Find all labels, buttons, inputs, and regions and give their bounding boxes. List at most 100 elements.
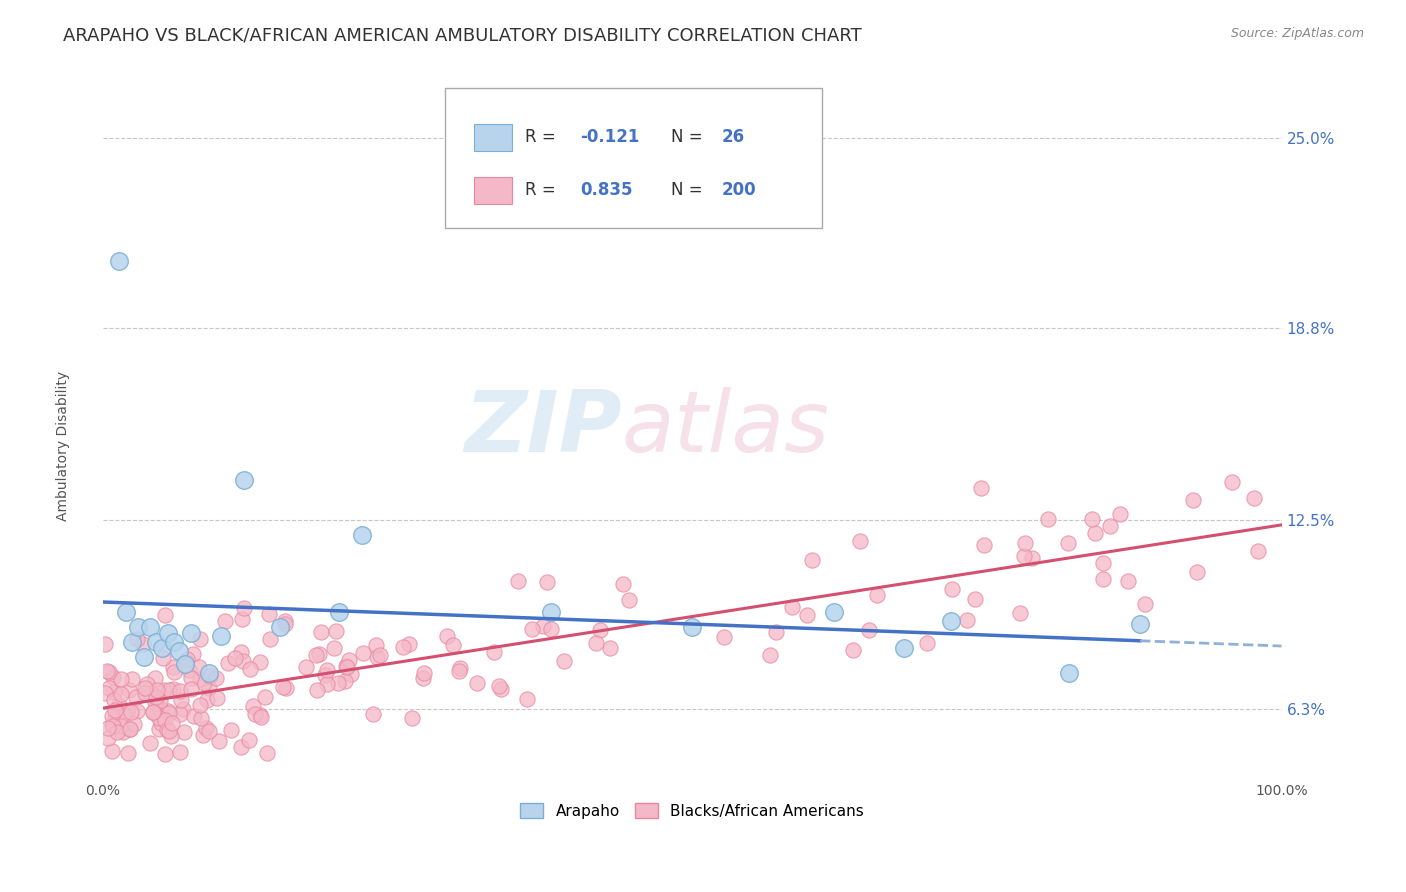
Point bbox=[231, 612, 253, 626]
Point bbox=[353, 646, 375, 660]
Point bbox=[823, 605, 845, 619]
Point bbox=[271, 680, 294, 694]
Point bbox=[1116, 574, 1139, 588]
Point bbox=[180, 672, 202, 686]
Point bbox=[257, 607, 280, 621]
Point bbox=[125, 704, 148, 718]
Point bbox=[98, 665, 121, 680]
Point bbox=[489, 682, 512, 697]
Text: -0.121: -0.121 bbox=[581, 128, 640, 146]
Point bbox=[1081, 512, 1104, 526]
Point bbox=[1108, 508, 1130, 522]
Point bbox=[110, 719, 132, 733]
Point bbox=[1135, 597, 1157, 611]
Point bbox=[139, 620, 162, 634]
Text: 200: 200 bbox=[721, 181, 756, 199]
Point bbox=[245, 706, 267, 721]
Point bbox=[115, 605, 138, 619]
Point bbox=[858, 624, 880, 638]
Point bbox=[104, 711, 127, 725]
Point bbox=[540, 605, 562, 619]
Point bbox=[335, 659, 357, 673]
Point bbox=[153, 683, 176, 698]
Point bbox=[488, 679, 510, 693]
Point bbox=[305, 683, 328, 698]
Point bbox=[134, 686, 156, 700]
Point bbox=[398, 637, 420, 651]
Point bbox=[588, 623, 610, 637]
Point bbox=[1014, 536, 1036, 550]
Point bbox=[157, 706, 180, 720]
Point bbox=[238, 733, 260, 747]
Point bbox=[1098, 519, 1121, 533]
Point bbox=[188, 698, 211, 713]
Point bbox=[316, 676, 339, 690]
Point bbox=[229, 739, 252, 754]
Point bbox=[180, 682, 202, 697]
Point bbox=[1084, 526, 1107, 541]
Point bbox=[274, 616, 297, 631]
Point bbox=[188, 659, 211, 673]
Point bbox=[143, 695, 166, 709]
Point bbox=[150, 641, 173, 656]
Legend: Arapaho, Blacks/African Americans: Arapaho, Blacks/African Americans bbox=[515, 797, 870, 824]
Point bbox=[364, 638, 387, 652]
Point bbox=[259, 632, 281, 647]
Point bbox=[162, 635, 184, 649]
Point bbox=[273, 615, 295, 629]
Point bbox=[1243, 491, 1265, 506]
Point bbox=[366, 650, 388, 665]
Point bbox=[112, 708, 135, 723]
Point bbox=[142, 705, 165, 719]
Point bbox=[156, 723, 179, 737]
Point bbox=[305, 648, 328, 663]
Point bbox=[117, 746, 139, 760]
Point bbox=[97, 721, 120, 735]
Point bbox=[316, 663, 339, 677]
Point bbox=[217, 657, 239, 671]
Point bbox=[361, 706, 384, 721]
Point bbox=[121, 635, 143, 649]
Point bbox=[118, 683, 141, 698]
Text: R =: R = bbox=[524, 181, 555, 199]
Point bbox=[337, 652, 360, 666]
Point bbox=[1059, 665, 1081, 680]
Point bbox=[520, 622, 543, 636]
Point bbox=[780, 600, 803, 615]
Text: 0.835: 0.835 bbox=[581, 181, 633, 199]
Point bbox=[322, 640, 344, 655]
Point bbox=[145, 706, 167, 721]
Point bbox=[617, 593, 640, 607]
Point bbox=[209, 629, 232, 643]
Point bbox=[941, 582, 963, 597]
Bar bbox=[474, 178, 512, 204]
Point bbox=[141, 686, 163, 700]
Point bbox=[269, 620, 291, 634]
Point bbox=[169, 684, 191, 698]
Point bbox=[162, 715, 184, 730]
Point bbox=[176, 652, 198, 666]
Point bbox=[970, 481, 993, 495]
Point bbox=[325, 624, 347, 639]
Point bbox=[1014, 549, 1036, 564]
Point bbox=[484, 645, 506, 659]
Text: Ambulatory Disability: Ambulatory Disability bbox=[56, 371, 70, 521]
Point bbox=[198, 665, 221, 680]
Point bbox=[148, 711, 170, 725]
Point bbox=[506, 574, 529, 589]
Point bbox=[169, 644, 191, 658]
Point bbox=[198, 681, 221, 696]
Point bbox=[973, 538, 995, 552]
Point bbox=[1036, 512, 1059, 526]
Point bbox=[441, 638, 464, 652]
Point bbox=[139, 736, 162, 750]
FancyBboxPatch shape bbox=[444, 88, 823, 228]
Point bbox=[1057, 536, 1080, 550]
Point bbox=[391, 640, 413, 654]
Point bbox=[188, 672, 211, 686]
Point bbox=[681, 620, 703, 634]
Point bbox=[94, 686, 117, 700]
Point bbox=[127, 620, 149, 634]
Point bbox=[136, 677, 159, 691]
Point bbox=[233, 600, 256, 615]
